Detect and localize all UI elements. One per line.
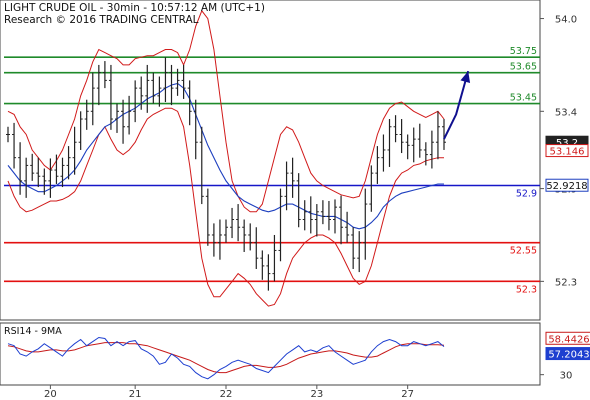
y-tick-label: 54.0	[555, 15, 577, 26]
value-tag-label: 53.2	[556, 138, 578, 149]
level-label-pivot: 52.9	[516, 189, 537, 200]
rsi-line	[7, 336, 445, 380]
chart-title: LIGHT CRUDE OIL - 30min - 10:57:12 AM (U…	[4, 2, 265, 14]
rsi-ma-line	[7, 342, 445, 374]
value-tag-label: 52.9218	[546, 181, 587, 192]
x-tick-label: 23	[310, 389, 323, 400]
projection-arrow-head	[460, 71, 471, 84]
value-tag-box	[545, 178, 589, 192]
x-tick-label: 20	[44, 389, 57, 400]
value-tag-box	[545, 144, 589, 158]
rsi-value-tag-label: 58.4426	[548, 334, 589, 345]
value-tag-label: 53.146	[550, 147, 585, 158]
rsi-panel-frame	[0, 322, 541, 386]
rsi-panel-title: RSI14 - 9MA	[4, 326, 62, 337]
projection-arrow-line	[443, 70, 470, 140]
level-label-support: 52.55	[510, 246, 537, 257]
x-tick-label: 22	[220, 389, 233, 400]
y-tick-label: 53.4	[555, 107, 577, 118]
lower-bollinger-line	[7, 107, 444, 307]
rsi-value-tag-box	[545, 347, 590, 361]
chart-subtitle: Research © 2016 TRADING CENTRAL	[4, 14, 199, 26]
level-label-support: 52.3	[516, 284, 537, 295]
price-panel-frame	[0, 0, 541, 321]
moving-average-line	[7, 82, 444, 230]
level-label-resistance: 53.75	[510, 46, 537, 57]
rsi-value-tag-box	[545, 331, 590, 345]
level-label-resistance: 53.65	[510, 62, 537, 73]
rsi-y-tick-label: 30	[560, 371, 573, 382]
x-tick-label: 21	[129, 389, 142, 400]
upper-bollinger-line	[7, 9, 445, 213]
y-tick-label: 52.3	[555, 277, 577, 288]
x-tick-label: 27	[401, 389, 414, 400]
level-label-resistance: 53.45	[510, 93, 537, 104]
rsi-value-tag-label: 57.2043	[548, 350, 589, 361]
